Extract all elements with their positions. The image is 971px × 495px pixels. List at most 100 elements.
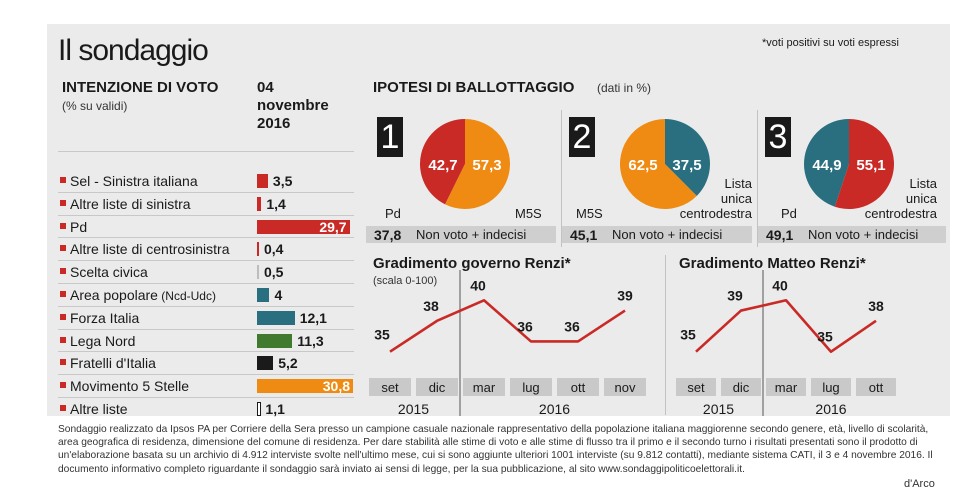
voto-row-divider: [58, 191, 354, 193]
voto-row-label: Altre liste: [70, 401, 128, 417]
category-box: [416, 378, 458, 396]
pie-candidate-label-line: Lista: [909, 176, 937, 191]
voto-row-marker: [60, 405, 66, 411]
voto-value: 29,7: [319, 218, 347, 235]
pie-number-box: 3: [765, 117, 791, 157]
methodology-note: Sondaggio realizzato da Ipsos PA per Cor…: [58, 424, 933, 475]
category-label: mar: [775, 380, 798, 395]
category-label: dic: [733, 380, 750, 395]
pie-value-label: 44,9: [812, 157, 841, 174]
voto-row-divider: [58, 328, 354, 330]
pie-candidate-label: M5S: [576, 206, 603, 221]
voto-value: 4: [274, 287, 283, 303]
nonvoto-label: Non voto + indecisi: [612, 227, 723, 242]
category-label: dic: [429, 380, 446, 395]
pie-candidate-label-line: centrodestra: [864, 206, 937, 221]
gradimento-line: [389, 298, 626, 353]
voto-party-name: Sel - Sinistra italiana: [70, 173, 198, 189]
pie-candidate-label-line: M5S: [515, 206, 542, 221]
voto-row-label: Altre liste di sinistra: [70, 196, 191, 212]
voto-row-label: Pd: [70, 219, 87, 235]
ballottaggio-subtitle: (dati in %): [597, 81, 652, 95]
gradimento-line: [695, 298, 877, 354]
voto-row-marker: [60, 336, 66, 343]
line-value-label: 35: [374, 327, 390, 343]
nonvoto-value: 37,8: [374, 227, 402, 243]
voto-row-marker: [60, 313, 66, 320]
voto-row-label: Forza Italia: [70, 310, 139, 326]
voto-row: Area popolare (Ncd-Udc) 4: [58, 284, 354, 306]
voto-date-year: 2016: [257, 115, 291, 132]
voto-row: Altre liste di centrosinistra 0,4: [58, 238, 354, 260]
line-value-label: 40: [772, 277, 788, 293]
voto-party-name: Altre liste: [70, 401, 128, 417]
pie-separator-2: [757, 110, 758, 247]
pie-slice-lista-unica-centrodestra: [665, 119, 710, 196]
voto-value: 1,4: [266, 195, 286, 212]
pie-value-label: 57,3: [472, 157, 501, 174]
voto-row: Lega Nord 11,3: [58, 330, 354, 352]
voto-row-divider: [58, 305, 354, 307]
pie-candidate-label: M5S: [515, 206, 542, 221]
voto-value: 11,3: [297, 332, 324, 349]
pie-slice-pd: [420, 119, 465, 205]
credit: d'Arco: [904, 478, 935, 490]
voto-bar: [257, 333, 293, 348]
voto-bar: [257, 310, 295, 325]
pie-candidate-label-line: centrodestra: [679, 206, 752, 221]
voto-row-marker: [60, 199, 66, 206]
line-value-label: 35: [817, 329, 833, 345]
category-label: mar: [473, 380, 496, 395]
ballottaggio-title: IPOTESI DI BALLOTTAGGIO: [373, 79, 575, 96]
voto-row-divider: [58, 214, 354, 216]
voto-bar: [257, 174, 268, 188]
voto-bar: [257, 265, 259, 280]
line-value-label: 38: [423, 298, 439, 314]
category-label: lug: [522, 380, 539, 395]
voto-value: 12,1: [299, 309, 327, 326]
nonvoto-value: 45,1: [570, 227, 598, 243]
category-box: [557, 378, 599, 396]
category-label: ott: [869, 380, 884, 395]
year-label: 2015: [398, 401, 429, 417]
voto-row-label: Altre liste di centrosinistra: [70, 241, 230, 257]
voto-subtitle: (% su validi): [62, 99, 128, 113]
category-box: [766, 378, 806, 396]
renzi-matteo-line-chart: 35 39 40 35 38 set dic mar lug ott 2015 2016: [676, 270, 896, 417]
pie-slice-pd: [804, 119, 849, 207]
voto-party-note: (Ncd-Udc): [157, 289, 216, 303]
voto-row-marker: [60, 291, 66, 297]
pie-number-box: 2: [569, 117, 595, 157]
category-box: [856, 378, 896, 396]
nonvoto-strip: 45,1 Non voto + indecisi: [562, 226, 752, 243]
voto-header-divider: [58, 151, 354, 152]
renzi-govt-subtitle: (scala 0-100): [373, 275, 438, 287]
category-label: set: [381, 380, 399, 395]
voto-row-label: Scelta civica: [70, 264, 148, 280]
pie-candidate-label-line: Pd: [385, 206, 401, 221]
voto-row-divider: [58, 351, 354, 353]
voto-row: Forza Italia 12,1: [58, 307, 354, 329]
voto-row: Movimento 5 Stelle 30,8: [58, 375, 354, 397]
voto-row-divider: [58, 374, 354, 376]
voto-row-marker: [60, 222, 66, 229]
voto-value: 30,8: [322, 378, 350, 395]
voto-party-name: Pd: [70, 218, 88, 235]
category-label: set: [687, 380, 705, 395]
line-chart-separator: [665, 255, 666, 415]
nonvoto-strip: 49,1 Non voto + indecisi: [758, 226, 946, 243]
voto-row-label: Fratelli d'Italia: [70, 355, 156, 371]
voto-party-name: Scelta civica: [70, 264, 148, 281]
voto-row-label: Movimento 5 Stelle: [70, 378, 189, 394]
voto-bar: [257, 196, 262, 211]
voto-party-name: Movimento 5 Stelle: [70, 378, 190, 395]
category-box: [369, 378, 411, 396]
voto-value: 3,5: [272, 173, 293, 189]
line-value-label: 39: [617, 288, 633, 304]
pie-candidate-label-line: Lista: [724, 176, 752, 191]
pie-slice-m5s: [445, 119, 510, 209]
pie-candidate-label: Pd: [385, 206, 401, 221]
voto-row-divider: [58, 260, 354, 262]
pie-candidate-label-line: unica: [905, 191, 937, 206]
voto-date: 04 novembre 2016: [257, 79, 357, 133]
